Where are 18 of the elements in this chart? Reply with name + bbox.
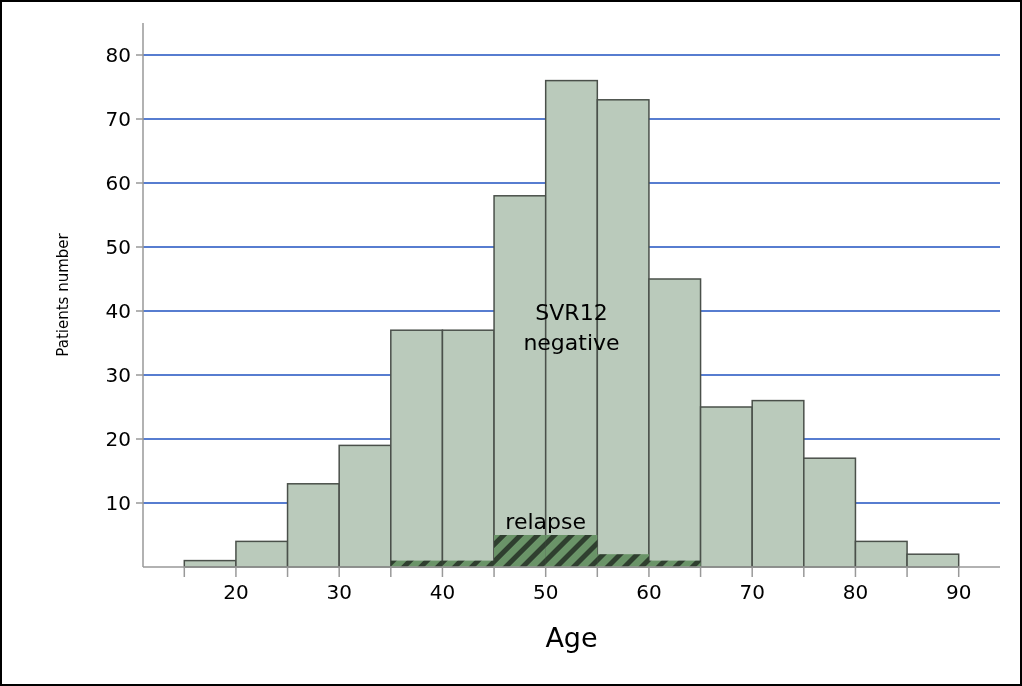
y-tick-label: 20	[105, 427, 131, 451]
y-tick-label: 50	[105, 235, 131, 259]
x-axis-title: Age	[545, 622, 598, 653]
x-tick-label: 30	[326, 580, 352, 604]
x-tick-label: 70	[739, 580, 765, 604]
x-tick-label: 40	[429, 580, 456, 604]
x-tick-label: 20	[223, 580, 249, 604]
x-tick-label: 80	[842, 580, 869, 604]
y-tick-label: 70	[105, 107, 131, 131]
y-tick-label: 10	[105, 491, 131, 515]
y-tick-label: 30	[105, 363, 131, 387]
y-tick-label: 80	[105, 43, 131, 67]
y-tick-label: 60	[105, 171, 131, 195]
x-tick-label: 50	[532, 580, 559, 604]
y-axis-title: Patients number	[54, 232, 72, 357]
x-tick-label: 90	[945, 580, 972, 604]
y-tick-label: 40	[105, 299, 131, 323]
x-tick-label: 60	[636, 580, 662, 604]
